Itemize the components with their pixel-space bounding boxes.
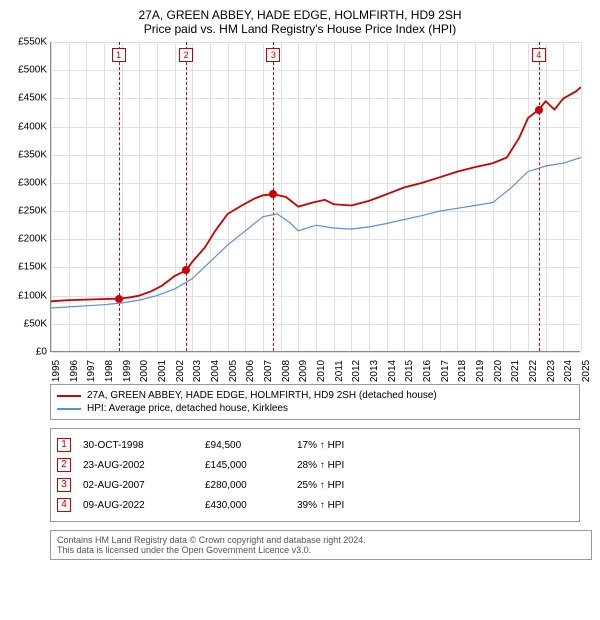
x-tick-label: 2011 — [334, 360, 345, 382]
event-number: 3 — [57, 478, 71, 492]
event-number: 2 — [57, 458, 71, 472]
x-tick-label: 2000 — [139, 360, 150, 382]
x-tick-label: 2004 — [210, 360, 221, 382]
legend-label: HPI: Average price, detached house, Kirk… — [87, 403, 288, 414]
x-tick-label: 2020 — [493, 360, 504, 382]
y-tick-label: £50K — [24, 318, 47, 329]
series-line — [51, 158, 581, 309]
legend-item: 27A, GREEN ABBEY, HADE EDGE, HOLMFIRTH, … — [57, 389, 573, 402]
y-tick-label: £100K — [18, 290, 47, 301]
gridline-h — [51, 352, 580, 353]
x-tick-label: 1996 — [69, 360, 80, 382]
x-tick-label: 2021 — [510, 360, 521, 382]
x-tick-label: 2015 — [404, 360, 415, 382]
x-tick-label: 2023 — [546, 360, 557, 382]
event-pct: 25% ↑ HPI — [297, 480, 397, 491]
y-tick-label: £0 — [36, 347, 47, 358]
event-date: 30-OCT-1998 — [83, 440, 193, 451]
legend-label: 27A, GREEN ABBEY, HADE EDGE, HOLMFIRTH, … — [87, 390, 437, 401]
x-tick-label: 1999 — [122, 360, 133, 382]
series-line — [51, 87, 581, 301]
x-tick-label: 1997 — [86, 360, 97, 382]
event-number: 4 — [57, 498, 71, 512]
x-tick-label: 2008 — [281, 360, 292, 382]
chart-container: £0£50K£100K£150K£200K£250K£300K£350K£400… — [8, 42, 592, 352]
legend-item: HPI: Average price, detached house, Kirk… — [57, 402, 573, 415]
x-tick-label: 2017 — [440, 360, 451, 382]
event-row: 2 23-AUG-2002 £145,000 28% ↑ HPI — [57, 455, 573, 475]
y-tick-label: £450K — [18, 93, 47, 104]
x-tick-label: 2013 — [369, 360, 380, 382]
y-tick-label: £350K — [18, 149, 47, 160]
event-row: 4 09-AUG-2022 £430,000 39% ↑ HPI — [57, 495, 573, 515]
event-price: £145,000 — [205, 460, 285, 471]
gridline-v — [581, 42, 582, 351]
legend-swatch — [57, 408, 81, 410]
x-tick-label: 2001 — [157, 360, 168, 382]
event-date: 23-AUG-2002 — [83, 460, 193, 471]
footer-line-1: Contains HM Land Registry data © Crown c… — [57, 535, 585, 545]
plot-area: £0£50K£100K£150K£200K£250K£300K£350K£400… — [50, 42, 580, 352]
x-tick-label: 1998 — [104, 360, 115, 382]
y-tick-label: £250K — [18, 206, 47, 217]
x-tick-label: 2025 — [581, 360, 592, 382]
event-pct: 39% ↑ HPI — [297, 500, 397, 511]
y-tick-label: £150K — [18, 262, 47, 273]
legend: 27A, GREEN ABBEY, HADE EDGE, HOLMFIRTH, … — [50, 384, 580, 420]
event-price: £94,500 — [205, 440, 285, 451]
event-pct: 28% ↑ HPI — [297, 460, 397, 471]
x-tick-label: 2010 — [316, 360, 327, 382]
y-tick-label: £550K — [18, 37, 47, 48]
x-tick-label: 2014 — [387, 360, 398, 382]
y-tick-label: £300K — [18, 177, 47, 188]
x-tick-label: 2019 — [475, 360, 486, 382]
event-date: 09-AUG-2022 — [83, 500, 193, 511]
event-row: 3 02-AUG-2007 £280,000 25% ↑ HPI — [57, 475, 573, 495]
y-tick-label: £200K — [18, 234, 47, 245]
event-number: 1 — [57, 438, 71, 452]
x-tick-label: 2003 — [192, 360, 203, 382]
x-tick-label: 2005 — [228, 360, 239, 382]
legend-swatch — [57, 395, 81, 397]
x-tick-label: 2024 — [563, 360, 574, 382]
event-price: £430,000 — [205, 500, 285, 511]
x-tick-label: 2007 — [263, 360, 274, 382]
x-tick-label: 1995 — [51, 360, 62, 382]
x-tick-label: 2002 — [175, 360, 186, 382]
event-price: £280,000 — [205, 480, 285, 491]
footer-note: Contains HM Land Registry data © Crown c… — [50, 530, 592, 560]
title-line-2: Price paid vs. HM Land Registry's House … — [8, 22, 592, 36]
x-tick-label: 2006 — [245, 360, 256, 382]
x-tick-label: 2012 — [351, 360, 362, 382]
x-tick-label: 2018 — [457, 360, 468, 382]
chart-title-block: 27A, GREEN ABBEY, HADE EDGE, HOLMFIRTH, … — [8, 8, 592, 36]
series-svg — [51, 42, 581, 352]
x-tick-label: 2016 — [422, 360, 433, 382]
events-table: 1 30-OCT-1998 £94,500 17% ↑ HPI 2 23-AUG-2002… — [50, 428, 580, 522]
y-tick-label: £500K — [18, 65, 47, 76]
event-pct: 17% ↑ HPI — [297, 440, 397, 451]
x-tick-label: 2022 — [528, 360, 539, 382]
event-date: 02-AUG-2007 — [83, 480, 193, 491]
y-tick-label: £400K — [18, 121, 47, 132]
footer-line-2: This data is licensed under the Open Gov… — [57, 545, 585, 555]
event-row: 1 30-OCT-1998 £94,500 17% ↑ HPI — [57, 435, 573, 455]
title-line-1: 27A, GREEN ABBEY, HADE EDGE, HOLMFIRTH, … — [8, 8, 592, 22]
x-tick-label: 2009 — [298, 360, 309, 382]
